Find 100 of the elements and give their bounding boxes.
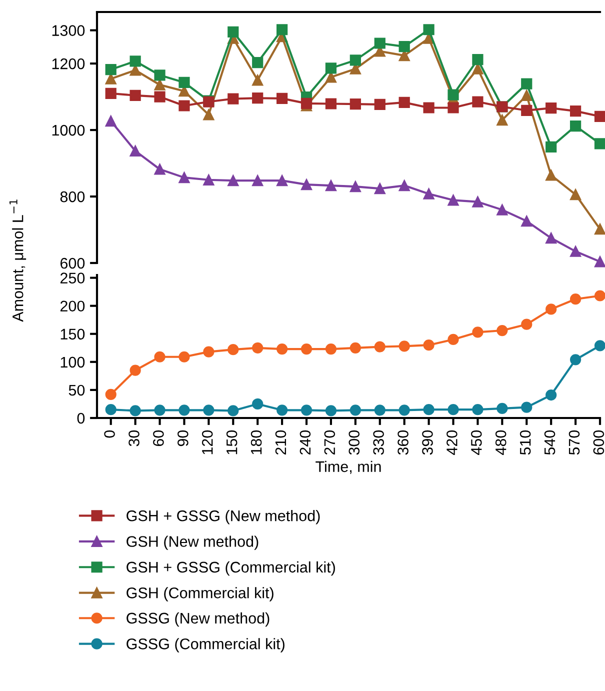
point [423, 340, 434, 351]
x-tick-label: 420 [446, 430, 458, 455]
point [546, 232, 557, 244]
point [521, 216, 532, 227]
legend-label: GSSG (Commercial kit) [126, 638, 284, 652]
x-tick-label: 0 [104, 430, 115, 438]
point [423, 24, 434, 36]
point [398, 96, 410, 108]
point [178, 404, 190, 416]
point [203, 174, 214, 186]
point [228, 344, 239, 356]
y-tick-label: 1000 [52, 124, 85, 136]
x-tick-label: 60 [153, 430, 164, 446]
point [228, 405, 239, 416]
point [130, 145, 141, 157]
point [570, 294, 582, 305]
x-tick-label: 90 [178, 430, 188, 446]
y-tick-label: 50 [68, 384, 85, 396]
point [178, 100, 190, 112]
point [496, 204, 508, 216]
legend-label: GSH + GSSG (New method) [126, 510, 320, 524]
point [130, 364, 141, 376]
point [448, 194, 459, 206]
point [594, 110, 605, 122]
point [130, 405, 141, 416]
point [325, 98, 337, 110]
x-tick-label: 570 [568, 430, 580, 455]
point [374, 98, 386, 110]
point [228, 26, 239, 38]
point [448, 102, 459, 114]
point [496, 324, 508, 336]
legend-label: GSH + GSSG (Commercial kit) [126, 561, 335, 576]
point [154, 70, 166, 81]
point [496, 402, 508, 414]
x-tick-label: 120 [202, 430, 213, 454]
point [105, 388, 116, 400]
point [472, 54, 484, 66]
point [398, 340, 410, 352]
point [546, 102, 557, 114]
y-tick-label: 250 [60, 272, 85, 284]
point [154, 404, 166, 416]
point [350, 180, 361, 192]
point [448, 404, 459, 416]
point [276, 24, 288, 36]
point [594, 224, 605, 235]
point [252, 74, 264, 86]
x-tick-label: 510 [520, 430, 531, 455]
point [325, 343, 337, 355]
point [423, 404, 434, 416]
y-tick-label: 1300 [52, 25, 85, 36]
point [521, 104, 532, 116]
point [154, 164, 166, 175]
point [448, 89, 459, 100]
y-tick-label: 1200 [52, 58, 85, 70]
point [130, 56, 141, 67]
point [130, 90, 141, 101]
point [594, 290, 605, 302]
point [228, 174, 239, 186]
point [374, 182, 386, 194]
point [374, 38, 386, 49]
point [350, 404, 361, 416]
point [594, 340, 605, 352]
x-tick-label: 600 [593, 430, 604, 455]
legend-label: GSH (New method) [126, 536, 258, 550]
point [154, 91, 166, 102]
point [203, 109, 214, 120]
point [521, 402, 532, 413]
point [546, 389, 557, 401]
point [203, 346, 214, 358]
point [570, 188, 582, 200]
y-tick-label: 150 [60, 328, 85, 340]
x-tick-label: 30 [128, 430, 140, 446]
point [546, 141, 557, 153]
point [252, 56, 264, 68]
point [105, 88, 116, 100]
x-tick-label: 360 [398, 430, 408, 455]
point [252, 92, 264, 104]
y-tick-label: 100 [60, 356, 85, 368]
x-axis-title: Time, min [316, 460, 381, 474]
x-tick-label: 180 [250, 430, 262, 454]
point [496, 114, 508, 126]
point [178, 76, 190, 88]
point [276, 343, 288, 355]
x-tick-label: 210 [275, 430, 286, 455]
y-tick-label: 800 [60, 191, 85, 202]
point [350, 342, 361, 354]
legend-label: GSH (Commercial kit) [126, 587, 274, 602]
point [276, 174, 288, 186]
point [398, 404, 410, 416]
point [252, 174, 264, 186]
point [300, 178, 312, 190]
y-tick-label: 600 [60, 258, 85, 269]
point [521, 78, 532, 90]
point [594, 256, 605, 268]
point [228, 93, 239, 104]
x-tick-label: 390 [422, 430, 433, 455]
x-tick-label: 150 [226, 430, 238, 454]
point [105, 404, 116, 416]
point [546, 170, 557, 181]
point [252, 342, 264, 354]
